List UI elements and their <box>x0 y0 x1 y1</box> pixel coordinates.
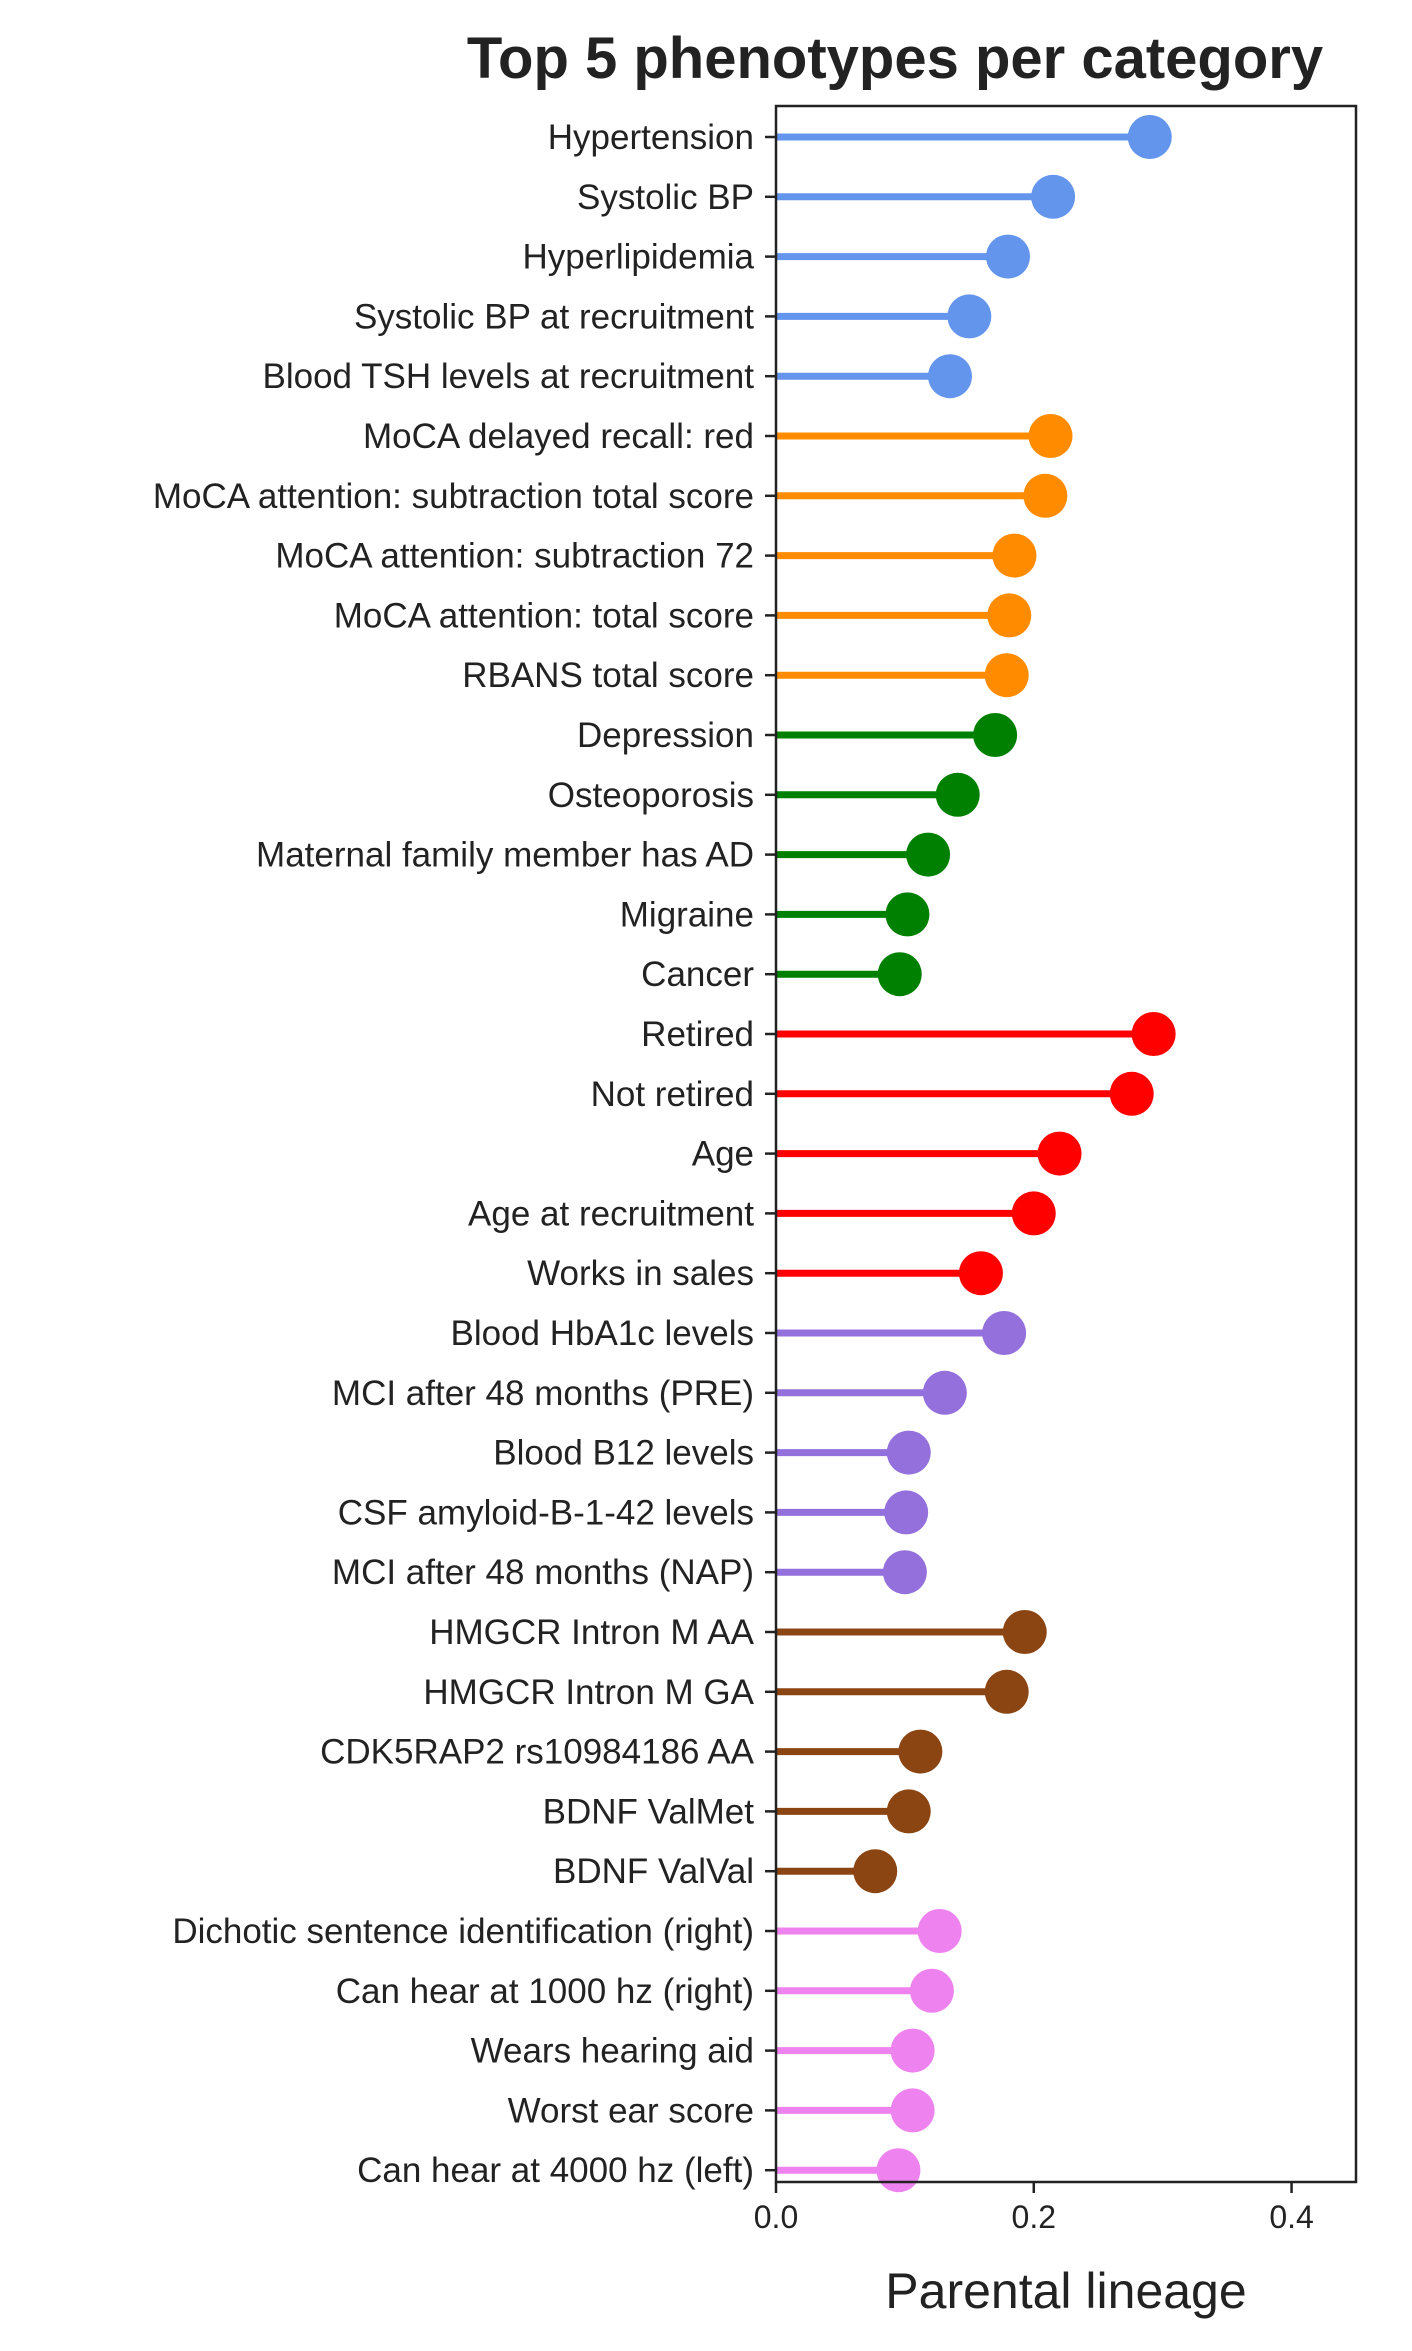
lollipop-point <box>984 1669 1029 1714</box>
lollipop-point <box>898 1729 943 1774</box>
lollipop-point <box>1002 1610 1047 1654</box>
y-tick-label: Hypertension <box>548 118 754 157</box>
lollipop-point <box>885 892 930 937</box>
lollipop-point <box>909 1968 954 2013</box>
lollipop-point <box>1109 1071 1154 1116</box>
y-tick-label: Age at recruitment <box>468 1194 754 1233</box>
lollipop-point <box>886 1430 931 1475</box>
lollipop-point <box>984 653 1029 698</box>
y-tick-label: Hyperlipidemia <box>523 238 755 277</box>
y-tick-label: Worst ear score <box>508 2091 754 2130</box>
lollipop-point <box>917 1909 962 1953</box>
y-tick-label: BDNF ValVal <box>553 1852 754 1891</box>
y-tick-label: MCI after 48 months (NAP) <box>332 1553 754 1592</box>
y-tick-label: BDNF ValMet <box>543 1792 755 1831</box>
y-tick-label: Can hear at 1000 hz (right) <box>336 1972 754 2011</box>
lollipop-point <box>947 294 992 339</box>
plot-area <box>776 115 1176 2193</box>
x-axis-label: Parental lineage <box>885 2263 1246 2319</box>
y-tick-label: Osteoporosis <box>548 776 754 815</box>
lollipop-point <box>1031 174 1076 219</box>
lollipop-point <box>1131 1012 1176 1056</box>
x-tick-label: 0.2 <box>1012 2199 1056 2235</box>
x-tick-label: 0.0 <box>754 2199 798 2235</box>
lollipop-point <box>853 1849 898 1894</box>
y-tick-label: Dichotic sentence identification (right) <box>172 1912 754 1951</box>
x-tick-label: 0.4 <box>1269 2199 1313 2235</box>
y-tick-label: Maternal family member has AD <box>256 836 754 875</box>
lollipop-point <box>987 593 1032 638</box>
lollipop-point <box>1127 115 1172 159</box>
y-tick-label: MCI after 48 months (PRE) <box>332 1374 754 1413</box>
lollipop-point <box>906 832 951 877</box>
y-tick-label: Can hear at 4000 hz (left) <box>357 2151 754 2190</box>
lollipop-point <box>986 234 1030 279</box>
lollipop-point <box>890 2028 935 2073</box>
y-tick-label: Age <box>692 1135 754 1174</box>
y-tick-label: Systolic BP <box>577 178 754 217</box>
lollipop-point <box>882 1550 927 1595</box>
y-tick-label: Depression <box>577 716 754 755</box>
y-tick-label: Systolic BP at recruitment <box>354 297 754 336</box>
plot-frame <box>774 104 1358 2184</box>
lollipop-point <box>922 1370 967 1415</box>
lollipop-point <box>928 354 972 399</box>
x-axis: Hypertension Systolic BP Hyperlipidemia Sys… <box>153 118 1314 2235</box>
y-tick-label: RBANS total score <box>462 656 754 695</box>
lollipop-point <box>1037 1131 1082 1176</box>
lollipop-point <box>958 1251 1003 1296</box>
lollipop-point <box>876 2148 921 2193</box>
y-tick-label: Blood B12 levels <box>493 1434 754 1473</box>
lollipop-point <box>1028 414 1073 458</box>
y-tick-label: Works in sales <box>527 1254 754 1293</box>
y-tick-label: MoCA attention: subtraction 72 <box>275 537 754 576</box>
lollipop-point <box>973 713 1018 757</box>
y-tick-label: Cancer <box>641 955 754 994</box>
chart-title: Top 5 phenotypes per category <box>467 26 1323 91</box>
y-tick-label: Retired <box>641 1015 754 1054</box>
y-tick-label: Blood TSH levels at recruitment <box>262 357 754 396</box>
y-tick-label: MoCA attention: total score <box>334 596 754 635</box>
lollipop-point <box>982 1311 1027 1355</box>
y-tick-label: Not retired <box>591 1075 754 1114</box>
lollipop-point <box>886 1789 931 1834</box>
lollipop-point <box>1011 1191 1056 1236</box>
y-tick-label: HMGCR Intron M GA <box>423 1673 754 1712</box>
y-tick-label: Wears hearing aid <box>471 2032 754 2071</box>
lollipop-point <box>884 1490 929 1535</box>
y-tick-label: HMGCR Intron M AA <box>429 1613 754 1652</box>
lollipop-point <box>877 952 922 997</box>
y-tick-label: Blood HbA1c levels <box>451 1314 755 1353</box>
y-tick-label: MoCA delayed recall: red <box>363 417 754 456</box>
lollipop-point <box>992 533 1037 578</box>
y-tick-label: Migraine <box>620 895 754 934</box>
lollipop-point <box>1023 473 1068 518</box>
lollipop-point <box>935 772 980 817</box>
y-tick-label: MoCA attention: subtraction total score <box>153 477 754 516</box>
y-tick-label: CSF amyloid-B-1-42 levels <box>338 1493 754 1532</box>
lollipop-point <box>890 2088 935 2133</box>
y-tick-label: CDK5RAP2 rs10984186 AA <box>320 1733 755 1772</box>
